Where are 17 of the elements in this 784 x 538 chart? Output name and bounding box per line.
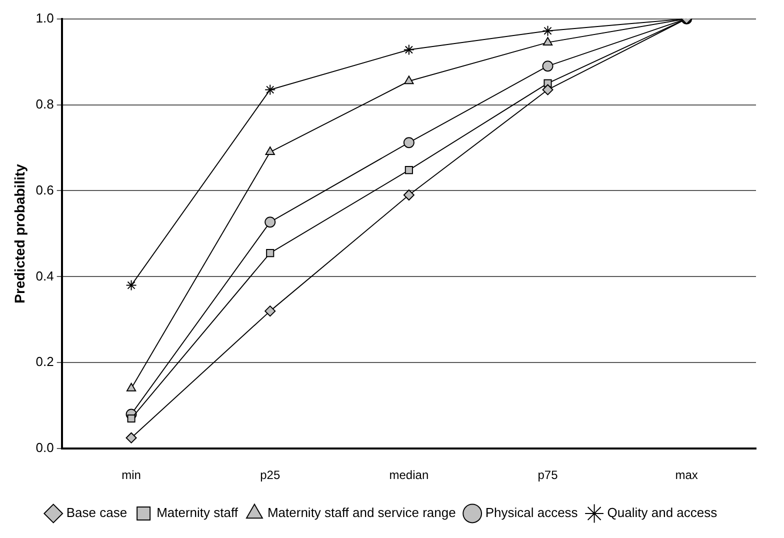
x-tick-label: p75 (538, 468, 558, 482)
y-tick-label: 0.2 (36, 354, 54, 370)
y-tick-label: 0.6 (36, 182, 54, 198)
y-tick-label: 0.8 (36, 96, 54, 112)
x-tick-label: max (675, 468, 698, 482)
x-tick-label: median (389, 468, 429, 482)
y-axis-title: Predicted probability (11, 164, 28, 304)
legend-label: Maternity staff (156, 505, 238, 520)
legend-label: Physical access (485, 505, 578, 520)
x-tick-label: p25 (260, 468, 280, 482)
y-tick-label: 1.0 (36, 10, 54, 26)
y-tick-label: 0.4 (36, 268, 54, 284)
y-tick-label: 0.0 (36, 440, 54, 456)
legend-label: Base case (66, 505, 128, 520)
legend-label: Maternity staff and service range (267, 505, 456, 520)
legend-label: Quality and access (607, 505, 718, 520)
x-tick-label: min (122, 468, 141, 482)
